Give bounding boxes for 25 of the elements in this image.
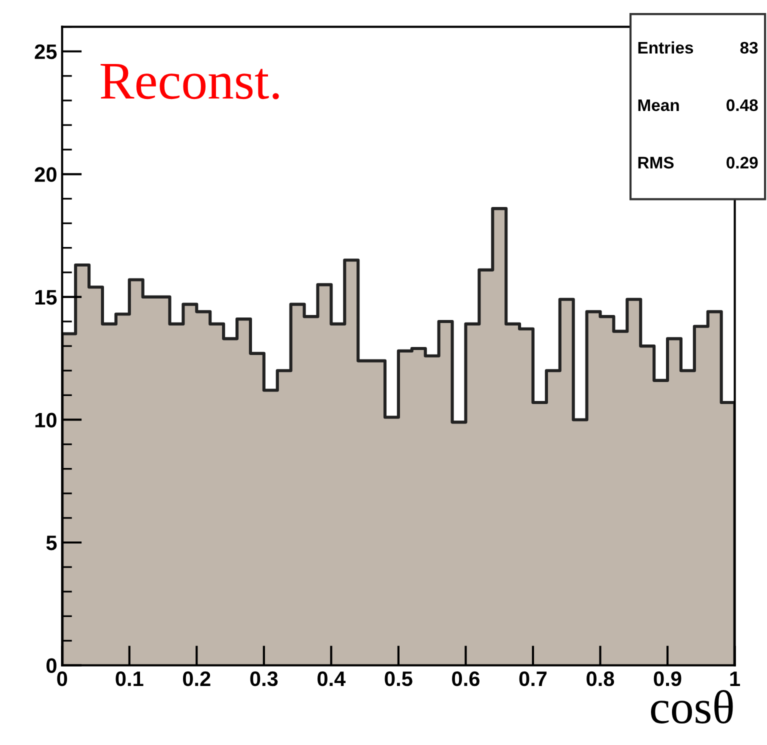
x-tick-label: 0.5	[384, 671, 412, 686]
x-tick-label: 0.3	[250, 671, 278, 686]
y-tick-label: 15	[35, 290, 57, 305]
x-tick-label: 0.2	[183, 671, 210, 686]
x-tick-label: 0.9	[654, 671, 682, 686]
annotation: Reconst.	[100, 64, 279, 100]
annotation: 0.48	[726, 99, 758, 112]
x-tick-label: 1	[730, 672, 740, 686]
x-tick-label: 0.6	[452, 671, 480, 686]
text: 83	[740, 42, 758, 54]
x-tick-label: 0.1	[116, 671, 144, 686]
annotation: Entries	[638, 41, 694, 54]
annotation: Mean	[638, 99, 679, 112]
y-tick-label: 0	[46, 658, 56, 674]
annotation: 0.29	[726, 156, 758, 169]
x-tick-label: 0.7	[519, 671, 547, 686]
y-tick-label: 20	[34, 167, 56, 182]
y-tick-label: 10	[35, 412, 56, 428]
y-tick-label: 5	[46, 536, 57, 550]
x-axis-title: cosθ	[651, 690, 733, 724]
x-tick-label: 0	[57, 671, 68, 686]
x-tick-label: 0.8	[586, 671, 614, 686]
y-tick-label: 25	[34, 44, 57, 60]
x-tick-label: 0.4	[318, 671, 346, 686]
annotation: RMS	[638, 156, 674, 169]
